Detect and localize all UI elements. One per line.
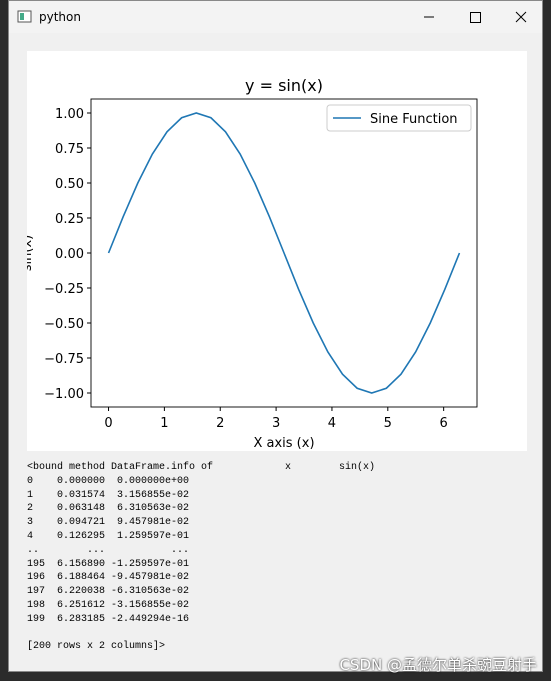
app-icon (17, 10, 32, 23)
console-line: 0 0.000000 0.000000e+00 (27, 475, 190, 487)
y-tick-label: −0.75 (44, 352, 84, 367)
console-output: <bound method DataFrame.info of x sin(x)… (27, 461, 375, 654)
console-line: 198 6.251612 -3.156855e-02 (27, 599, 190, 611)
legend-box (326, 104, 472, 132)
window: python y = sin(x) X axis (x) sin(x) 0 1 2 3 4 5 6… (8, 0, 543, 672)
chart-title: y = sin(x) (245, 76, 323, 95)
axes-frame (90, 98, 478, 408)
chart: y = sin(x) X axis (x) sin(x) 0 1 2 3 4 5 6 1.00 0.7… (27, 51, 527, 451)
x-axis-label: X axis (x) (253, 436, 314, 451)
console-line: 196 6.188464 -9.457981e-02 (27, 572, 190, 584)
console-line: 195 6.156890 -1.259597e-01 (27, 558, 190, 570)
y-tick-label: −1.00 (44, 387, 84, 402)
y-tick-label: 0.50 (55, 177, 84, 192)
y-tick-label: 0.75 (55, 142, 84, 157)
x-tick-label: 0 (104, 416, 112, 431)
maximize-button[interactable] (452, 1, 498, 33)
x-tick-label: 1 (160, 416, 168, 431)
y-tick-label: 0.25 (55, 212, 84, 227)
legend-label: Sine Function (370, 112, 458, 127)
x-tick-label: 3 (272, 416, 280, 431)
console-line: 3 0.094721 9.457981e-02 (27, 517, 190, 529)
minimize-button[interactable] (406, 1, 452, 33)
x-tick-label: 5 (384, 416, 392, 431)
console-line: <bound method DataFrame.info of x sin(x) (27, 462, 376, 473)
sine-line (107, 112, 461, 394)
console-line: 1 0.031574 3.156855e-02 (27, 489, 190, 501)
y-tick-label: 1.00 (55, 107, 84, 122)
console-line: 199 6.283185 -2.449294e-16 (27, 613, 190, 625)
console-footer: [200 rows x 2 columns]> (27, 641, 166, 653)
y-axis-label: sin(x) (27, 235, 35, 271)
title-bar: python (9, 1, 542, 33)
x-tick-label: 2 (216, 416, 224, 431)
console-line: 2 0.063148 6.310563e-02 (27, 503, 190, 515)
y-tick-label: −0.50 (44, 317, 84, 332)
close-button[interactable] (498, 1, 543, 33)
y-tick-label: −0.25 (44, 282, 84, 297)
watermark: CSDN @孟德尔单杀豌豆射手 (339, 656, 537, 674)
console-line: 197 6.220038 -6.310563e-02 (27, 586, 190, 598)
x-tick-label: 4 (328, 416, 336, 431)
y-tick-label: 0.00 (55, 247, 84, 262)
console-line: .. ... ... (27, 544, 190, 556)
window-title: python (39, 10, 81, 24)
x-tick-label: 6 (440, 416, 448, 431)
console-line: 4 0.126295 1.259597e-01 (27, 530, 190, 542)
